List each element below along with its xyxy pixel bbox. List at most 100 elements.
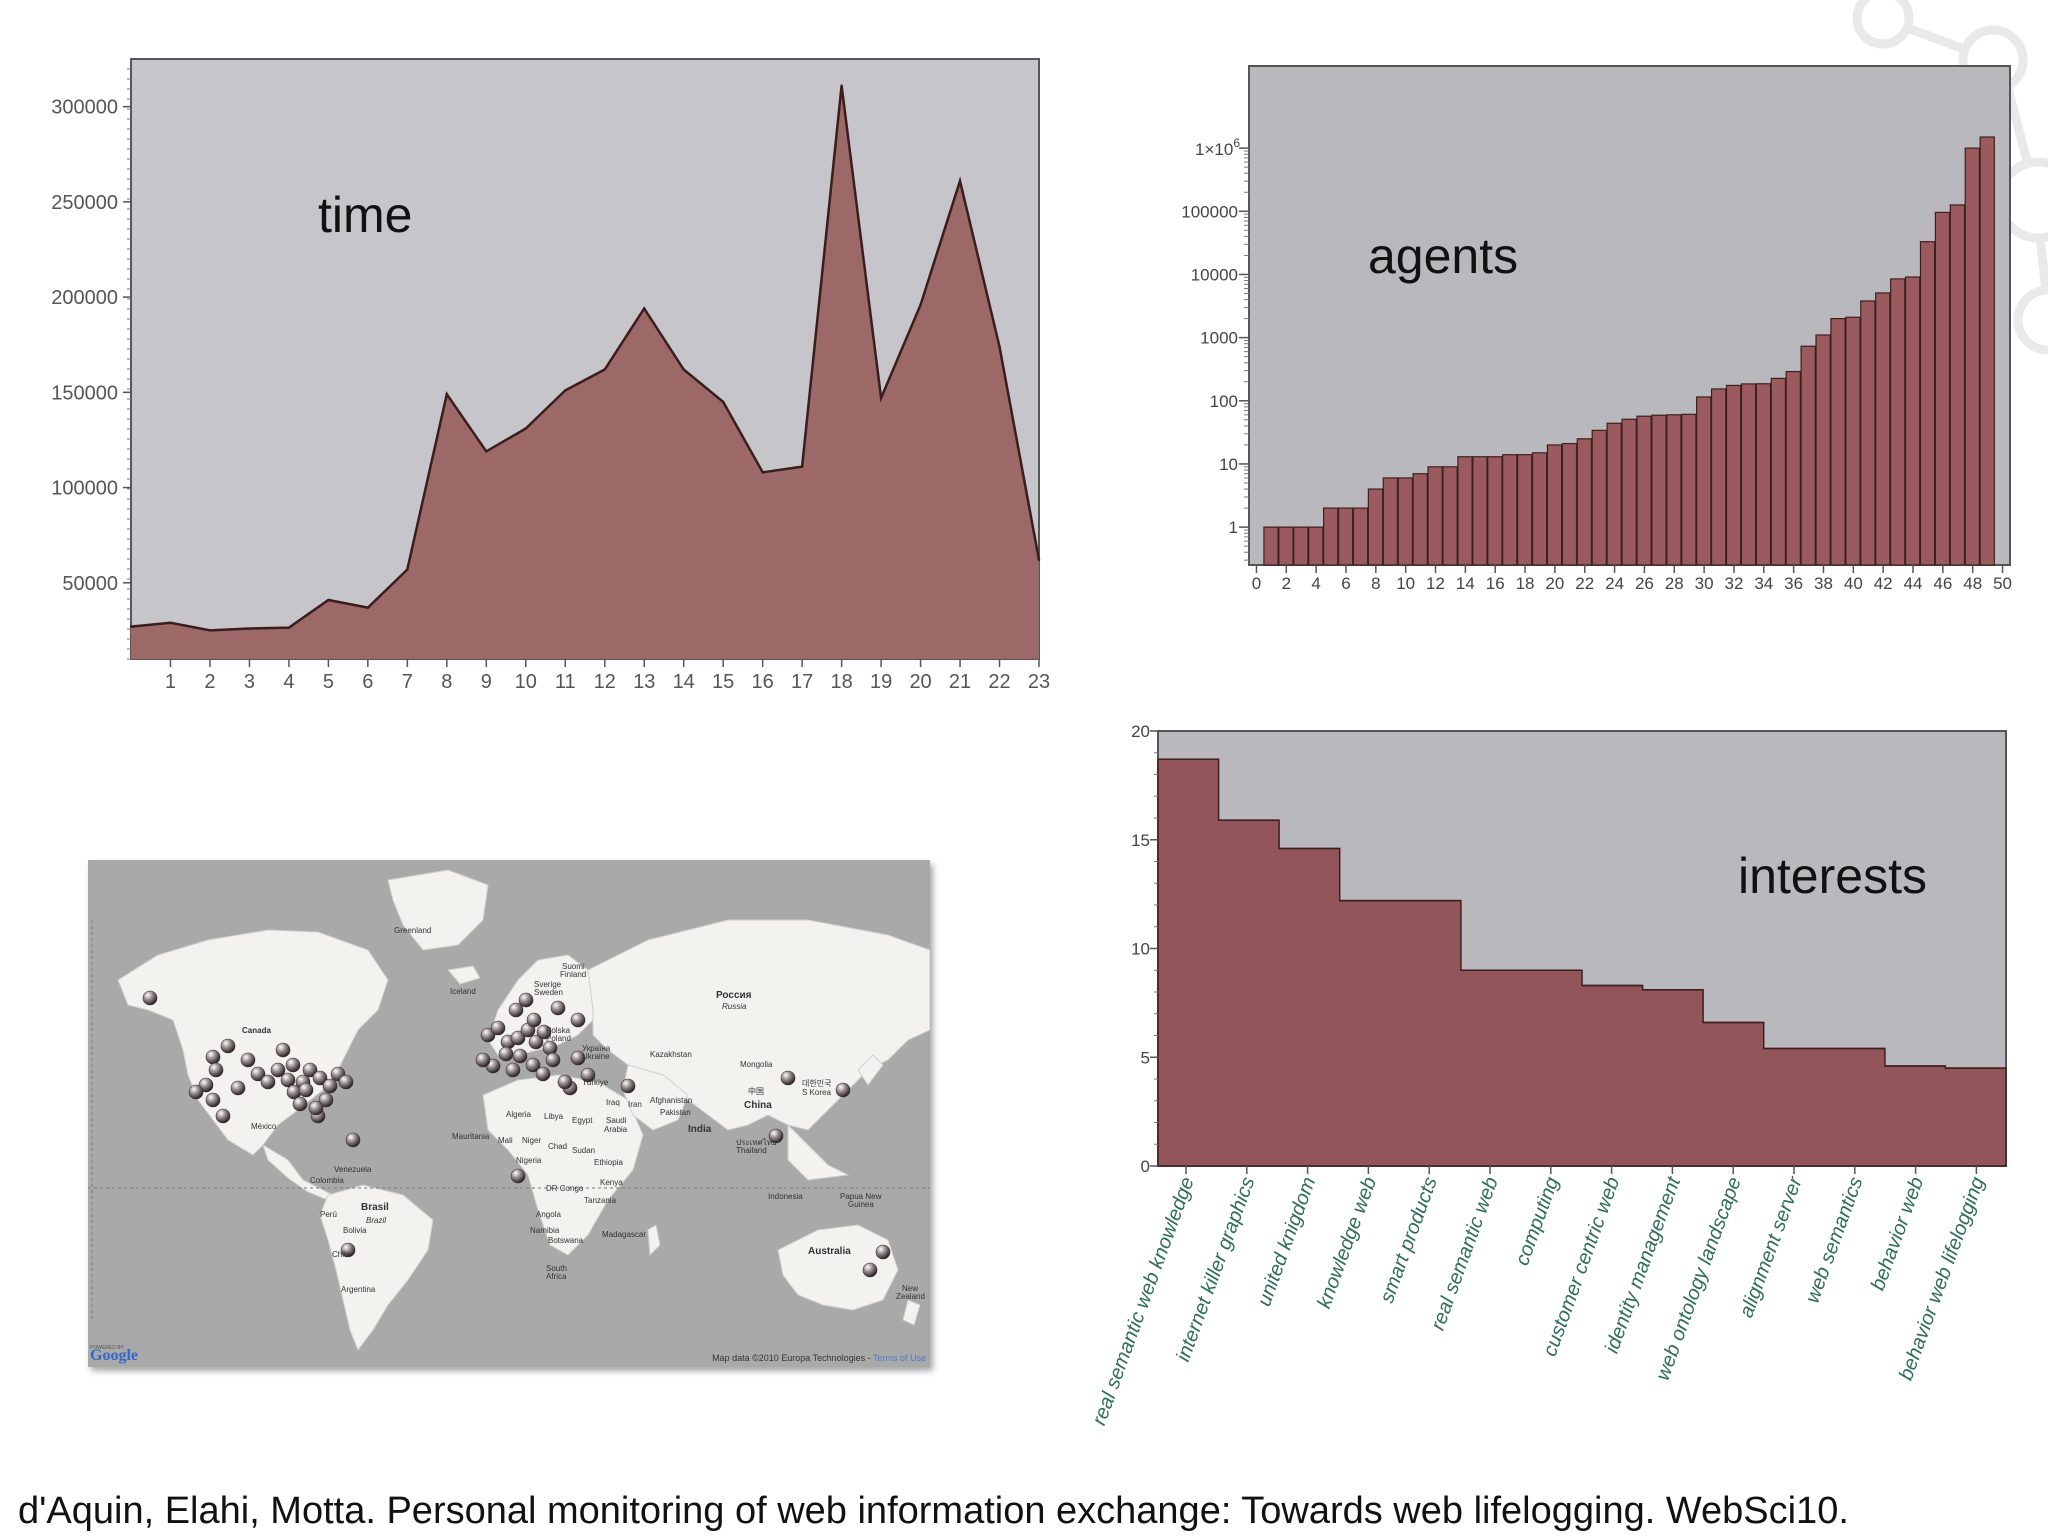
map-label-ukraina: Україна [582,1044,611,1053]
map-location-marker[interactable] [780,1070,796,1086]
map-location-marker[interactable] [490,1020,506,1036]
map-label-venezuela: Venezuela [334,1165,372,1174]
map-location-marker[interactable] [510,1030,526,1046]
time-area-fill [131,85,1039,659]
map-location-marker[interactable] [536,1024,552,1040]
time-data-point [445,393,449,396]
agents-bar [1397,477,1413,566]
map-location-marker[interactable] [570,1050,586,1066]
map-location-marker[interactable] [508,1002,524,1018]
map-location-marker[interactable] [862,1262,878,1278]
map-location-marker[interactable] [528,1034,544,1050]
google-logo[interactable]: Google [90,1347,138,1364]
world-map[interactable]: Greenland Iceland Canada México Venezuel… [88,860,930,1367]
agents-x-tick-label: 2 [1282,574,1291,593]
map-location-marker[interactable] [580,1067,596,1083]
map-location-marker[interactable] [498,1046,514,1062]
map-location-marker[interactable] [285,1057,301,1073]
map-location-marker[interactable] [198,1077,214,1093]
time-data-point [761,471,764,474]
map-location-marker[interactable] [512,1048,528,1064]
interests-category-label: web semantics [1802,1174,1868,1306]
agents-y-tick-label: 1 [1229,518,1238,537]
agents-bar [1606,422,1622,566]
map-location-marker[interactable] [302,1062,318,1078]
time-data-point [879,396,883,400]
map-location-marker[interactable] [557,1074,573,1090]
time-x-tick-label: 6 [362,671,373,693]
agents-x-tick-label: 20 [1545,574,1564,593]
interests-category-label: alignment server [1735,1173,1807,1321]
agents-x-tick-label: 50 [1993,574,2012,593]
interests-category-label: behavior web [1867,1174,1928,1293]
map-location-marker[interactable] [208,1062,224,1078]
map-location-marker[interactable] [545,1052,561,1068]
map-location-marker[interactable] [835,1082,851,1098]
map-location-marker[interactable] [250,1066,266,1082]
map-location-marker[interactable] [270,1062,286,1078]
map-location-marker[interactable] [205,1049,221,1065]
time-data-point [366,606,370,609]
agents-bar [1576,438,1593,566]
map-location-marker[interactable] [260,1074,276,1090]
map-label-australia: Australia [808,1246,851,1257]
map-label-iraq: Iraq [606,1098,620,1107]
map-location-marker[interactable] [220,1038,236,1054]
map-location-marker[interactable] [475,1052,491,1068]
time-data-point [840,84,843,87]
agents-bar [1770,377,1787,566]
interests-category-label: computing [1511,1174,1563,1268]
time-x-tick-label: 15 [712,671,734,693]
map-location-marker[interactable] [768,1128,784,1144]
map-location-marker[interactable] [205,1092,221,1108]
time-x-tick-label: 12 [594,671,616,693]
map-location-marker[interactable] [318,1092,334,1108]
map-location-marker[interactable] [292,1096,308,1112]
time-x-tick-label: 23 [1028,671,1050,693]
map-location-marker[interactable] [542,1040,558,1056]
map-label-nigeria: Nigeria [516,1156,542,1165]
map-location-marker[interactable] [280,1072,296,1088]
map-location-marker[interactable] [312,1070,328,1086]
map-location-marker[interactable] [345,1132,361,1148]
map-location-marker[interactable] [550,1000,566,1016]
map-location-marker[interactable] [340,1242,356,1258]
agents-x-tick-label: 26 [1635,574,1654,593]
map-location-marker[interactable] [518,992,534,1008]
agents-y-tick-label: 100 [1210,392,1238,411]
terms-of-use-link[interactable]: Terms of Use [872,1353,926,1363]
map-location-marker[interactable] [322,1078,338,1094]
map-location-marker[interactable] [510,1168,526,1184]
map-location-marker[interactable] [570,1012,586,1028]
agents-y-tick-label: 1×106 [1195,136,1240,159]
agents-bar [1293,526,1309,566]
map-location-marker[interactable] [535,1066,551,1082]
agents-bar [1681,413,1697,566]
map-location-marker[interactable] [142,990,158,1006]
map-location-marker[interactable] [308,1100,324,1116]
map-location-marker[interactable] [620,1078,636,1094]
map-location-marker[interactable] [338,1074,354,1090]
time-data-point [643,307,646,310]
map-location-marker[interactable] [240,1052,256,1068]
map-location-marker[interactable] [275,1042,291,1058]
map-location-marker[interactable] [505,1062,521,1078]
agents-bar [1472,456,1488,566]
map-location-marker[interactable] [526,1012,542,1028]
map-label-indonesia: Indonesia [768,1192,803,1201]
map-label-argentina: Argentina [341,1285,376,1294]
agents-y-tick-label: 10000 [1191,265,1238,284]
agents-x-tick-label: 18 [1516,574,1535,593]
agents-x-tick-label: 10 [1396,574,1415,593]
map-location-marker[interactable] [298,1082,314,1098]
map-location-marker[interactable] [875,1244,891,1260]
agents-bar [1337,507,1354,566]
map-location-marker[interactable] [480,1027,496,1043]
time-data-point [721,400,725,404]
map-location-marker[interactable] [215,1108,231,1124]
map-location-marker[interactable] [230,1080,246,1096]
map-location-marker[interactable] [188,1084,204,1100]
map-location-marker[interactable] [525,1057,541,1073]
time-data-point [919,303,922,306]
map-label-libya: Libya [544,1112,564,1121]
